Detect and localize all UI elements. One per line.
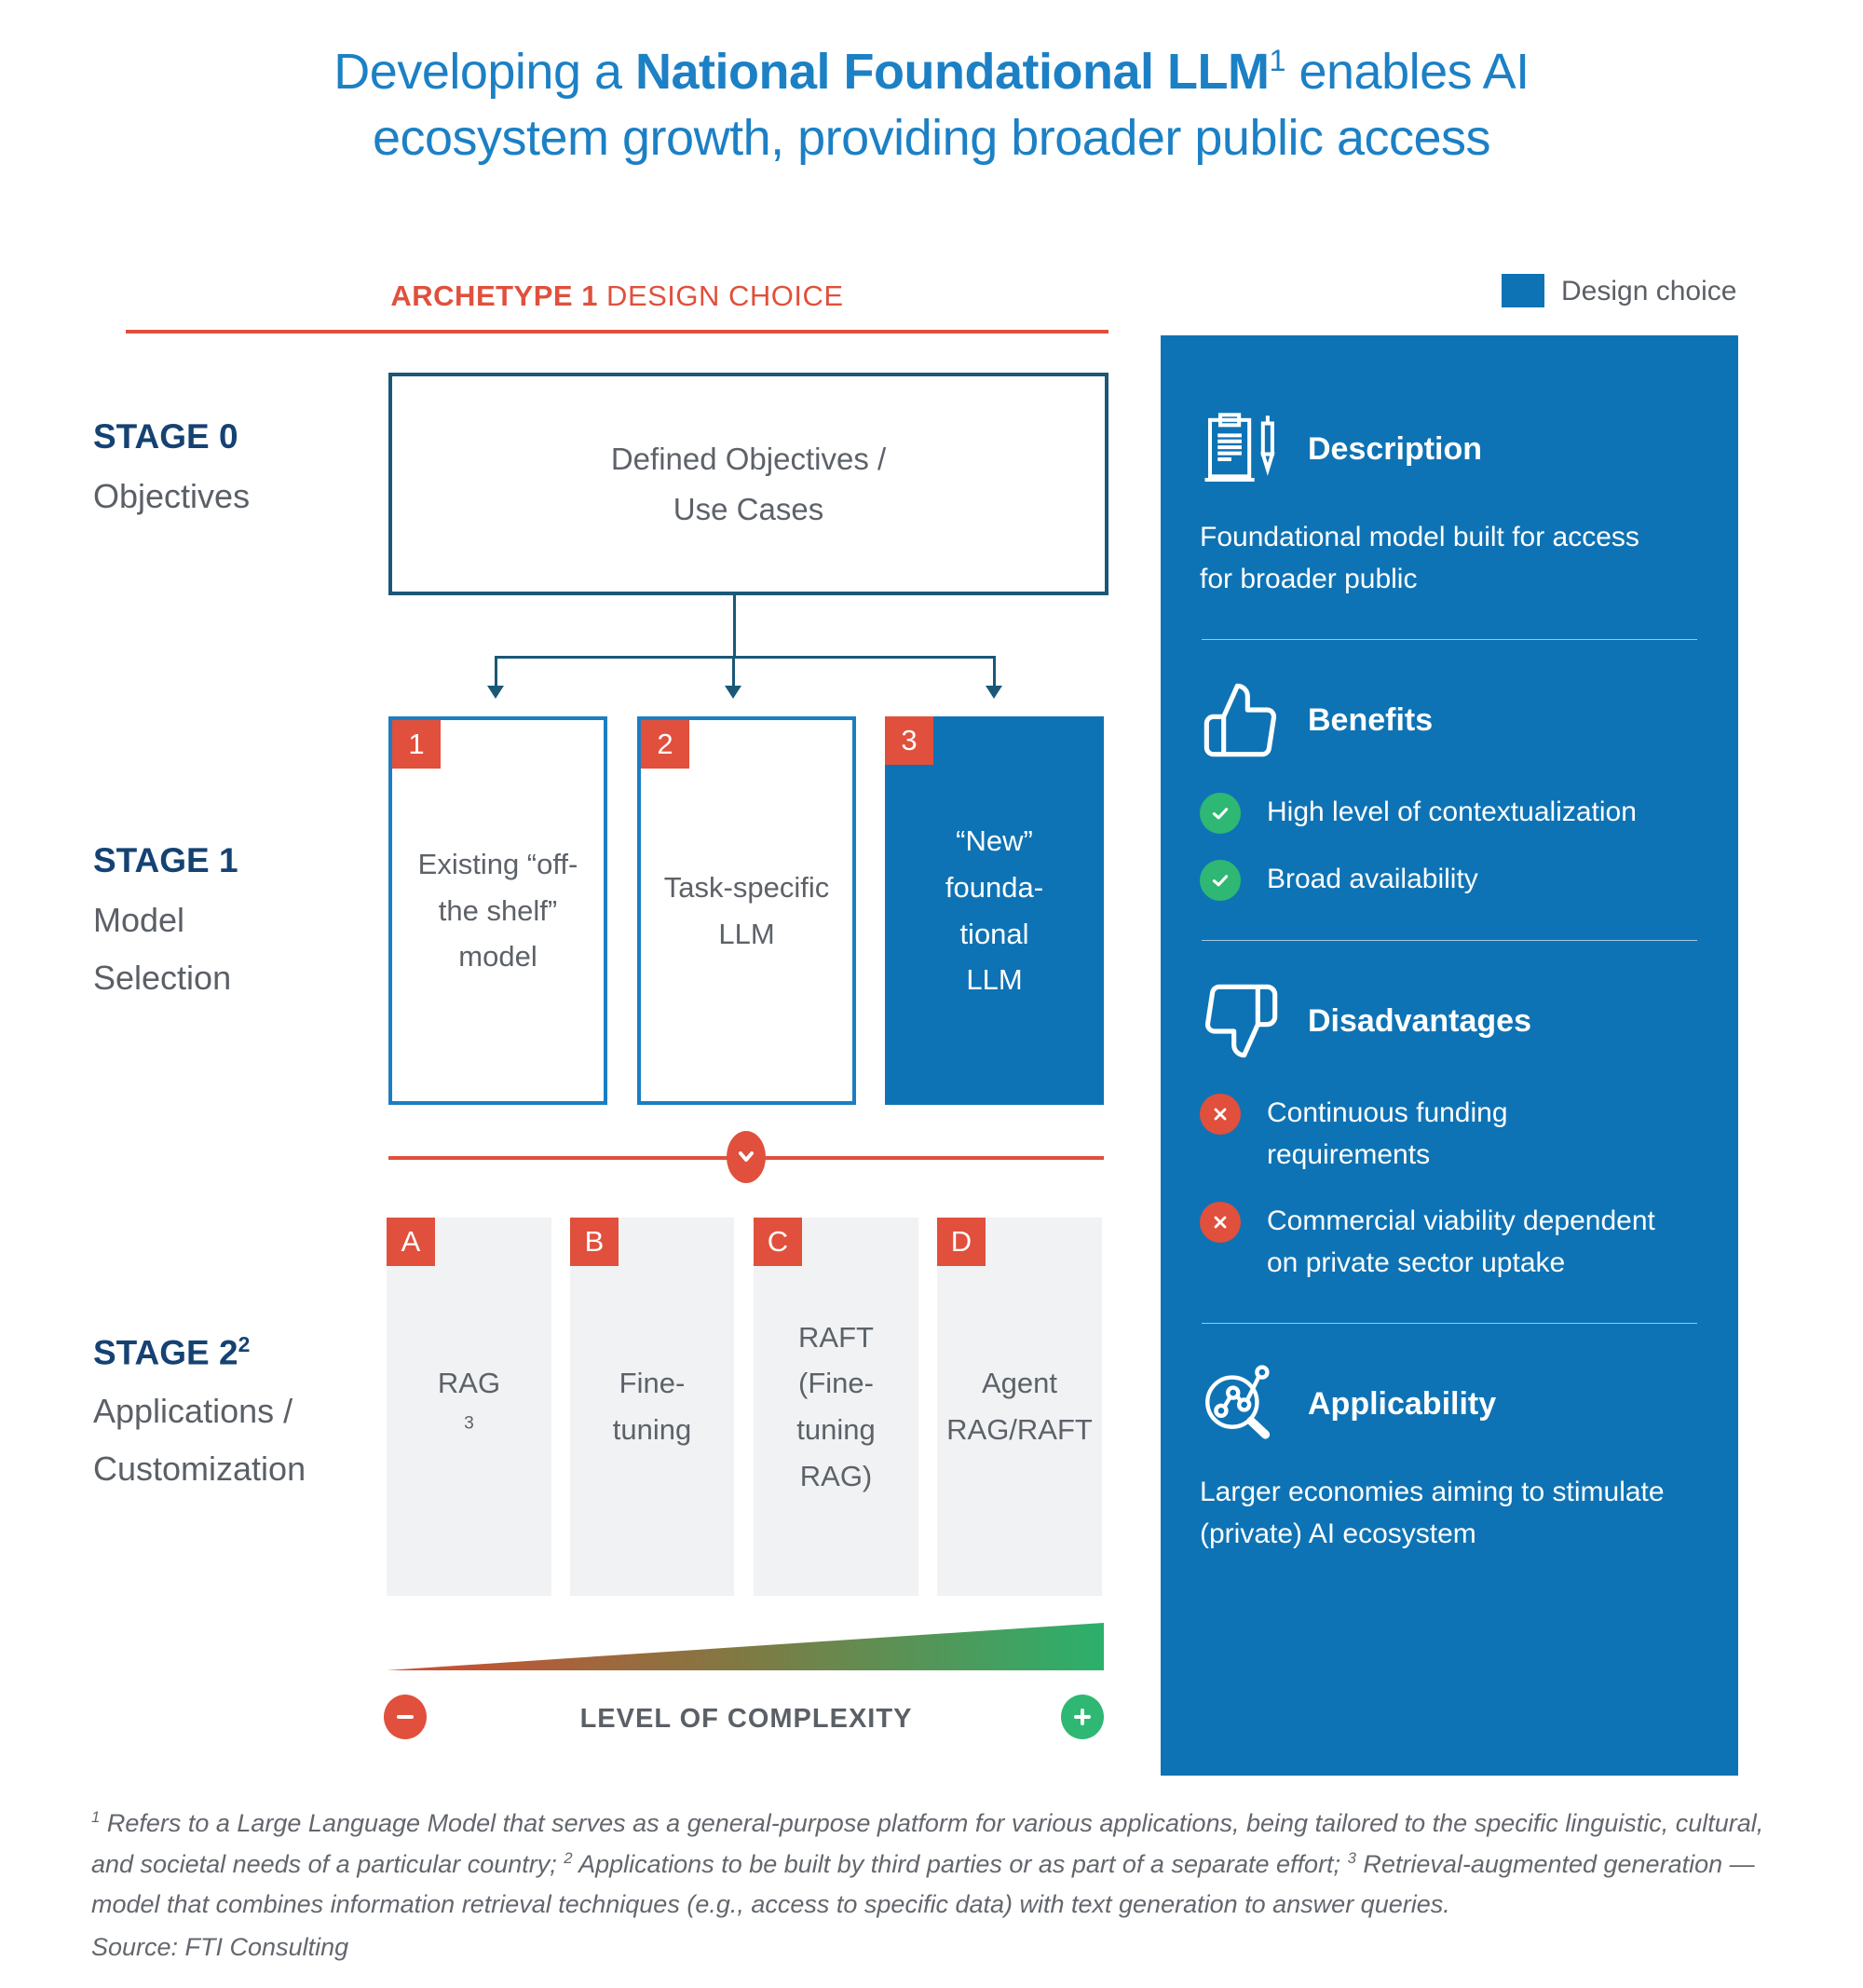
archetype-heading: ARCHETYPE 1 DESIGN CHOICE: [126, 279, 1108, 313]
magnifier-scatter-icon: [1205, 1365, 1271, 1439]
model-option-1: 1 Existing “off- the shelf” model: [388, 716, 607, 1105]
connector-drop-left: [495, 656, 497, 687]
description-section-header: Description: [1200, 408, 1699, 490]
option-3-badge: 3: [885, 716, 933, 765]
objectives-line1: Defined Objectives /: [610, 441, 887, 476]
disadvantages-list: Continuous funding requirements Commerci…: [1200, 1092, 1699, 1284]
cross-icon: [1200, 1094, 1241, 1135]
stage1-sublabel-2: Selection: [93, 959, 232, 997]
disadvantage-item: Continuous funding requirements: [1200, 1092, 1699, 1176]
thumbs-down-icon: [1205, 984, 1278, 1058]
cross-icon: [1200, 1202, 1241, 1243]
option-b-badge: B: [570, 1218, 619, 1266]
connector-drop-center: [732, 656, 735, 687]
title-bold: National Foundational LLM: [635, 44, 1270, 100]
model-option-3-selected: 3 “New” founda- tional LLM: [885, 716, 1104, 1105]
page-title: Developing a National Foundational LLM1 …: [0, 39, 1863, 172]
description-body: Foundational model built for access for …: [1200, 522, 1639, 594]
archetype-underline: [126, 330, 1108, 334]
minus-icon: [384, 1695, 427, 1739]
stage2-sublabel-1: Applications /: [93, 1392, 293, 1430]
option-a-badge: A: [387, 1218, 435, 1266]
thumbs-up-icon: [1203, 683, 1276, 757]
arrow-down-icon: [487, 686, 504, 699]
footnote-text: 1 Refers to a Large Language Model that …: [91, 1808, 1764, 1919]
design-choice-legend-label: Design choice: [1561, 276, 1737, 306]
design-choice-panel: Description Foundational model built for…: [1161, 335, 1738, 1776]
panel-divider: [1202, 940, 1697, 941]
benefit-item: High level of contextualization: [1200, 791, 1699, 834]
applicability-heading: Applicability: [1308, 1385, 1497, 1422]
benefits-list: High level of contextualization Broad av…: [1200, 791, 1699, 901]
application-option-c: C RAFT (Fine- tuning RAG): [754, 1218, 918, 1596]
clipboard-pen-icon: [1204, 413, 1275, 483]
complexity-axis-label: LEVEL OF COMPLEXITY: [579, 1704, 913, 1734]
title-footnote-ref: 1: [1269, 44, 1285, 77]
disadvantage-item: Commercial viability dependent on privat…: [1200, 1200, 1699, 1284]
stage1-sublabel-1: Model: [93, 901, 185, 939]
complexity-gradient-wedge: [387, 1623, 1104, 1670]
arrow-down-icon: [986, 686, 1002, 699]
objectives-line2: Use Cases: [673, 491, 824, 526]
archetype-number: ARCHETYPE 1: [390, 279, 598, 312]
stage0-sublabel: Objectives: [93, 477, 251, 515]
stage2-sublabel-2: Customization: [93, 1450, 306, 1488]
plus-icon: [1061, 1695, 1104, 1739]
disadvantages-section-header: Disadvantages: [1200, 980, 1699, 1062]
stage1-label: STAGE 1: [93, 841, 238, 879]
applicability-section-header: Applicability: [1200, 1363, 1699, 1445]
stage2-footnote-ref: 2: [238, 1332, 251, 1356]
applicability-body: Larger economies aiming to stimulate (pr…: [1200, 1477, 1665, 1549]
panel-divider: [1202, 1323, 1697, 1324]
disadvantages-heading: Disadvantages: [1308, 1002, 1531, 1039]
option-c-badge: C: [754, 1218, 802, 1266]
stage0-label: STAGE 0: [93, 417, 238, 456]
model-option-2: 2 Task-specific LLM: [637, 716, 856, 1105]
stage2-label: STAGE 22: [93, 1332, 251, 1372]
application-option-d: D Agent RAG/RAFT: [937, 1218, 1102, 1596]
archetype-rest: DESIGN CHOICE: [597, 279, 844, 312]
title-post: enables AI: [1285, 44, 1530, 100]
title-pre: Developing a: [333, 44, 636, 100]
check-icon: [1200, 793, 1241, 834]
connector-branch: [496, 656, 996, 659]
description-heading: Description: [1308, 430, 1483, 467]
title-line2: ecosystem growth, providing broader publ…: [372, 110, 1491, 167]
check-icon: [1200, 860, 1241, 901]
benefits-section-header: Benefits: [1200, 679, 1699, 761]
option-1-badge: 1: [392, 720, 441, 769]
arrow-down-icon: [725, 686, 741, 699]
objectives-box: Defined Objectives / Use Cases: [388, 373, 1108, 595]
option-2-badge: 2: [641, 720, 689, 769]
benefit-item: Broad availability: [1200, 858, 1699, 901]
option-d-badge: D: [937, 1218, 986, 1266]
panel-divider: [1202, 639, 1697, 640]
connector-stem: [733, 595, 736, 657]
benefits-heading: Benefits: [1308, 701, 1434, 738]
chevron-down-icon: [727, 1131, 766, 1183]
application-option-a: A RAG 3: [387, 1218, 551, 1596]
design-choice-legend-swatch: [1502, 274, 1544, 307]
footnotes: 1 Refers to a Large Language Model that …: [91, 1804, 1777, 1968]
source-line: Source: FTI Consulting: [91, 1933, 349, 1962]
application-option-b: B Fine- tuning: [570, 1218, 734, 1596]
connector-drop-right: [993, 656, 996, 687]
rag-footnote-ref: 3: [464, 1413, 474, 1434]
